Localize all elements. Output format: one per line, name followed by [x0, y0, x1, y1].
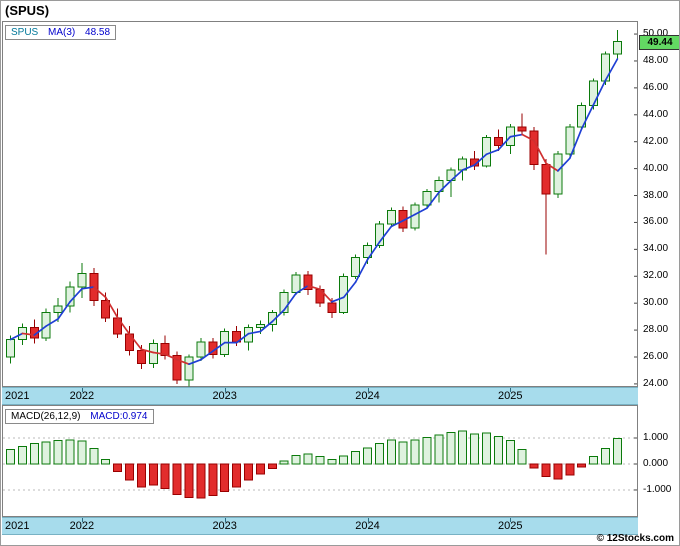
year-label: 2021	[5, 520, 30, 532]
y-tick-label: 32.00	[643, 270, 669, 282]
macd-y-axis: 1.000 0.000 -1.000	[638, 405, 679, 517]
y-tick-label: 48.00	[643, 54, 669, 66]
year-tick	[224, 518, 226, 522]
year-label: 2021	[5, 390, 30, 402]
macd-params-label: MACD(26,12,9)	[11, 411, 81, 422]
symbol-label: SPUS	[11, 27, 39, 38]
y-tick-label: 36.00	[643, 216, 669, 228]
y-tick-label: 28.00	[643, 324, 669, 336]
year-tick	[510, 388, 512, 392]
main-x-axis: 2021 2022 2023 2024 2025	[2, 387, 638, 405]
y-tick-label: 24.00	[643, 377, 669, 389]
year-tick	[81, 518, 83, 522]
year-label: 2024	[355, 390, 380, 402]
y-tick-label: 30.00	[643, 297, 669, 309]
y-tick-label: 44.00	[643, 108, 669, 120]
main-y-axis: 50.00 48.00 46.00 44.00 42.00 40.00 38.00 36.00…	[638, 21, 679, 389]
year-tick	[367, 518, 369, 522]
ma-line	[9, 58, 619, 366]
candlestick-chart	[2, 21, 638, 387]
year-tick	[510, 518, 512, 522]
y-tick-label: 26.00	[643, 350, 669, 362]
last-price-badge: 49.44	[639, 34, 679, 50]
year-label: 2023	[212, 390, 237, 402]
y-tick-label: 38.00	[643, 189, 669, 201]
y-tick-label: -1.000	[643, 483, 672, 495]
year-label: 2022	[69, 390, 95, 402]
macd-legend: MACD(26,12,9) MACD:0.974	[5, 409, 154, 424]
year-label: 2025	[498, 390, 523, 402]
page-title: (SPUS)	[5, 3, 50, 18]
candles	[6, 30, 622, 387]
y-tick-label: 1.000	[643, 432, 669, 443]
year-label: 2024	[355, 520, 380, 532]
year-tick	[367, 388, 369, 392]
y-tick-label: 0.000	[643, 457, 669, 469]
year-label: 2023	[212, 520, 237, 532]
copyright-watermark: © 12Stocks.com	[596, 533, 674, 544]
macd-x-axis: 2021 2022 2023 2024 2025	[2, 517, 638, 535]
y-tick-label: 40.00	[643, 162, 669, 174]
year-label: 2025	[498, 520, 523, 532]
y-tick-label: 50.00	[643, 28, 669, 40]
ma-value: 48.58	[85, 27, 111, 38]
main-y-tickmarks	[634, 33, 637, 385]
year-tick	[81, 388, 83, 392]
macd-value-label: MACD:0.974	[90, 411, 148, 422]
macd-bars	[6, 430, 622, 499]
year-tick	[224, 388, 226, 392]
y-tick-label: 42.00	[643, 135, 669, 147]
main-chart-legend: SPUS MA(3) 48.58	[5, 25, 117, 40]
y-tick-label: 34.00	[643, 243, 669, 255]
y-tick-label: 46.00	[643, 81, 669, 93]
ma-label: MA(3)	[48, 27, 76, 38]
year-label: 2022	[69, 520, 95, 532]
